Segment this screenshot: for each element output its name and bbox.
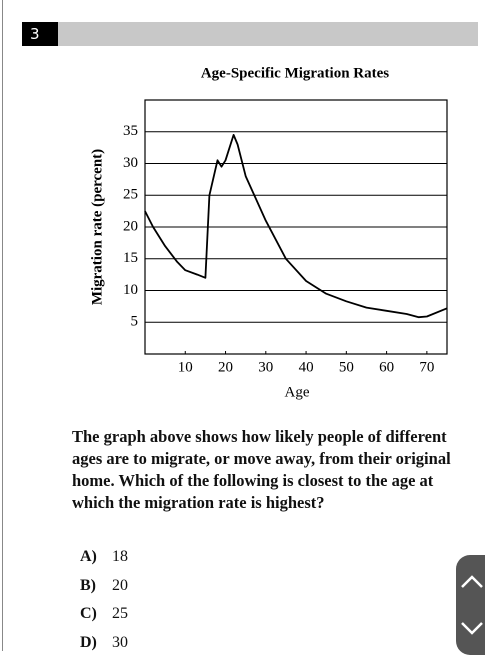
- y-tick-label: 20: [123, 218, 138, 234]
- x-tick-label: 50: [339, 359, 354, 375]
- choice-text: 30: [112, 633, 128, 651]
- x-tick-label: 70: [419, 359, 434, 375]
- chart: Age-Specific Migration Rates Age Migrati…: [89, 65, 448, 400]
- y-tick-label: 25: [123, 187, 138, 203]
- answer-choice[interactable]: C) 25: [80, 605, 128, 623]
- choice-text: 18: [112, 548, 128, 565]
- x-tick-label: 20: [218, 359, 233, 375]
- left-border: [2, 0, 3, 651]
- y-tick-label: 10: [123, 282, 138, 298]
- x-tick-label: 60: [379, 359, 394, 375]
- choice-letter: C): [80, 605, 97, 622]
- x-tick-label: 10: [178, 359, 193, 375]
- data-line: [144, 134, 448, 319]
- choice-letter: D): [80, 633, 97, 651]
- question-number: 3: [22, 22, 58, 46]
- y-tick-label: 30: [123, 155, 138, 171]
- y-tick-label: 15: [123, 250, 138, 266]
- x-tick-label: 30: [258, 359, 273, 375]
- x-tick-label: 40: [299, 359, 314, 375]
- scroll-up-button[interactable]: [456, 559, 485, 603]
- choice-text: 25: [112, 605, 128, 622]
- y-tick-label: 5: [131, 314, 139, 330]
- answer-choice[interactable]: B) 20: [80, 576, 128, 595]
- scroll-down-button[interactable]: [456, 607, 485, 651]
- x-axis-label: Age: [285, 384, 310, 400]
- y-axis-label: Migration rate (percent): [89, 149, 105, 305]
- chart-title: Age-Specific Migration Rates: [201, 65, 389, 81]
- choice-text: 20: [112, 576, 128, 594]
- question-header: [22, 22, 478, 46]
- question-text: The graph above shows how likely people …: [72, 427, 451, 512]
- y-tick-label: 35: [123, 123, 138, 139]
- answer-choice[interactable]: D) 30: [80, 633, 128, 652]
- answer-choice[interactable]: A) 18: [80, 548, 128, 566]
- nav-panel: [456, 555, 485, 655]
- choice-letter: B): [80, 576, 96, 594]
- choice-letter: A): [80, 548, 97, 565]
